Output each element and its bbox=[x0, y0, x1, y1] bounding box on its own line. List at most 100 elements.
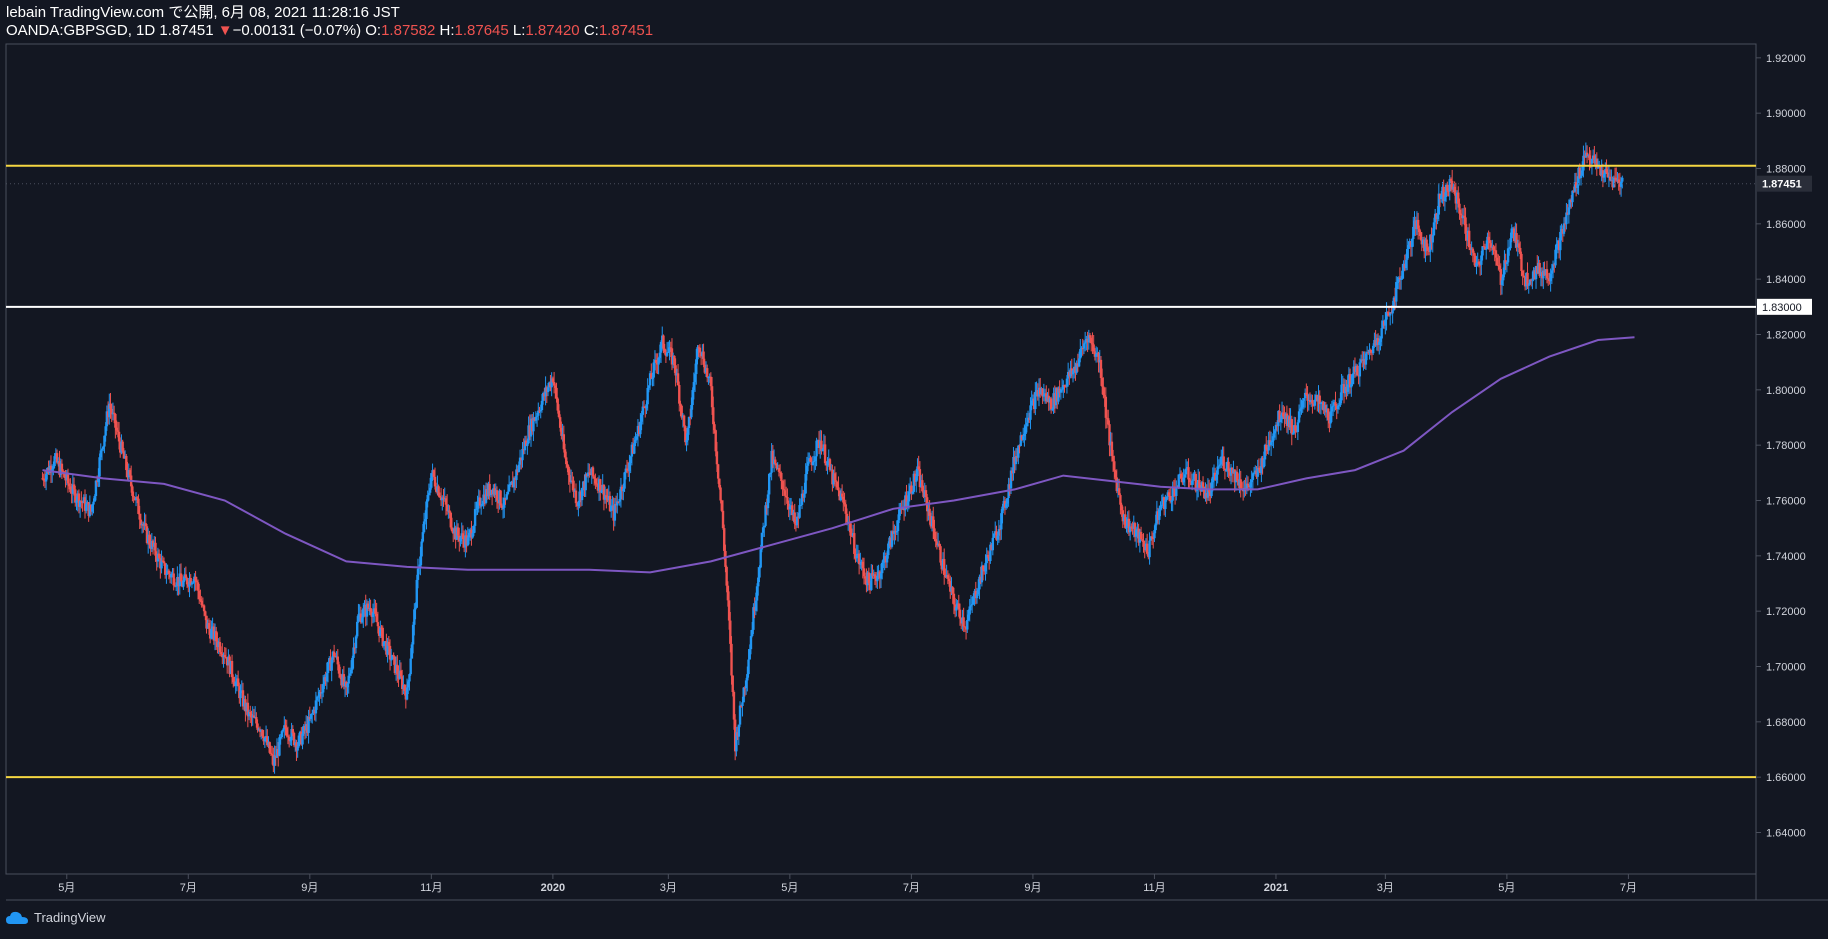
candle-body bbox=[674, 365, 677, 376]
candle-body bbox=[233, 682, 236, 686]
candle-body bbox=[471, 533, 474, 538]
candle-body bbox=[1193, 473, 1196, 480]
level-price-badge bbox=[1757, 298, 1812, 315]
candle-body bbox=[286, 735, 290, 737]
candle-body bbox=[336, 656, 339, 665]
candle-body bbox=[1607, 176, 1611, 178]
candle-body bbox=[393, 656, 397, 674]
candle-body bbox=[1470, 248, 1473, 250]
candle-body bbox=[1308, 400, 1312, 403]
candle-body bbox=[1605, 169, 1608, 173]
tradingview-logo[interactable]: TradingView bbox=[6, 910, 106, 925]
candle-body bbox=[924, 490, 928, 498]
candle-body bbox=[1222, 456, 1225, 469]
candle-body bbox=[1063, 385, 1066, 387]
candle-body bbox=[662, 335, 665, 349]
candle-body bbox=[1248, 485, 1251, 488]
candle-body bbox=[1480, 255, 1483, 265]
candle-body bbox=[635, 436, 638, 440]
candle-body bbox=[438, 495, 442, 498]
candle-body bbox=[566, 464, 569, 467]
candle-body bbox=[382, 641, 386, 646]
candle-body bbox=[1499, 269, 1502, 285]
plot-area[interactable] bbox=[5, 43, 1757, 875]
candle-body bbox=[712, 407, 715, 425]
candle-body bbox=[1465, 233, 1468, 241]
candle-body bbox=[912, 473, 916, 492]
candle-body bbox=[213, 631, 217, 641]
candle-body bbox=[1046, 395, 1049, 402]
candle-body bbox=[319, 691, 322, 693]
candle-body bbox=[187, 584, 190, 587]
candle-body bbox=[744, 680, 748, 689]
candle-body bbox=[224, 656, 228, 658]
time-tick-label: 5月 bbox=[781, 882, 798, 894]
time-tick-label: 9月 bbox=[301, 882, 318, 894]
candle-body bbox=[228, 656, 231, 674]
candle-body bbox=[1299, 408, 1302, 412]
candle-body bbox=[917, 466, 920, 470]
candle-body bbox=[1577, 167, 1580, 186]
candle-body bbox=[105, 411, 109, 427]
candle-body bbox=[1587, 155, 1590, 157]
candle-body bbox=[864, 576, 867, 579]
candle-body bbox=[1317, 395, 1320, 402]
candle-body bbox=[1423, 239, 1426, 252]
candle-body bbox=[1581, 170, 1584, 176]
candle-body bbox=[548, 382, 551, 388]
candle-body bbox=[523, 440, 527, 451]
candle-body bbox=[670, 348, 674, 365]
candle-body bbox=[309, 714, 313, 719]
candle-body bbox=[709, 376, 713, 387]
candle-body bbox=[1138, 531, 1142, 543]
candle-body bbox=[1485, 248, 1488, 250]
candle-body bbox=[1396, 281, 1399, 283]
candle-body bbox=[255, 717, 258, 724]
candle-body bbox=[290, 729, 293, 741]
candle-body bbox=[166, 570, 169, 575]
symbol-label[interactable]: OANDA:GBPSGD, 1D bbox=[6, 22, 156, 39]
candle-body bbox=[1121, 510, 1125, 522]
candle-body bbox=[825, 463, 828, 466]
candle-body bbox=[845, 513, 849, 523]
candle-body bbox=[432, 470, 435, 477]
candle-body bbox=[1025, 422, 1029, 427]
candle-body bbox=[501, 507, 505, 509]
candle-body bbox=[601, 484, 604, 491]
candle-body bbox=[353, 647, 356, 649]
candle-body bbox=[494, 490, 497, 495]
candle-body bbox=[1579, 175, 1583, 178]
candle-body bbox=[1245, 483, 1248, 489]
candle-body bbox=[776, 468, 779, 470]
candle-body bbox=[1330, 406, 1334, 412]
candle-body bbox=[1325, 408, 1329, 413]
candle-body bbox=[136, 497, 139, 499]
candle-body bbox=[541, 393, 545, 401]
candle-body bbox=[856, 553, 860, 556]
time-tick-label: 11月 bbox=[1143, 882, 1165, 894]
candle-body bbox=[67, 483, 71, 487]
close-value: 1.87451 bbox=[598, 22, 654, 39]
candle-body bbox=[873, 574, 877, 579]
candle-body bbox=[890, 531, 894, 547]
candle-body bbox=[1204, 493, 1207, 499]
candle-body bbox=[1589, 160, 1592, 164]
candle-body bbox=[781, 480, 784, 490]
time-tick-label: 3月 bbox=[1377, 882, 1394, 894]
candle-body bbox=[1403, 263, 1406, 269]
candle-body bbox=[1254, 470, 1257, 473]
candle-body bbox=[1517, 243, 1521, 248]
candle-body bbox=[285, 727, 288, 736]
candle-body bbox=[487, 483, 490, 497]
candle-body bbox=[679, 403, 682, 406]
candle-body bbox=[933, 528, 936, 540]
candle-body bbox=[680, 405, 683, 418]
candle-body bbox=[1448, 179, 1451, 192]
candle-body bbox=[767, 473, 771, 495]
candle-body bbox=[1554, 249, 1557, 266]
level-price-label: 1.83000 bbox=[1762, 302, 1802, 314]
candle-body bbox=[121, 441, 124, 452]
high-label: H: bbox=[439, 22, 455, 39]
candle-body bbox=[369, 607, 372, 612]
